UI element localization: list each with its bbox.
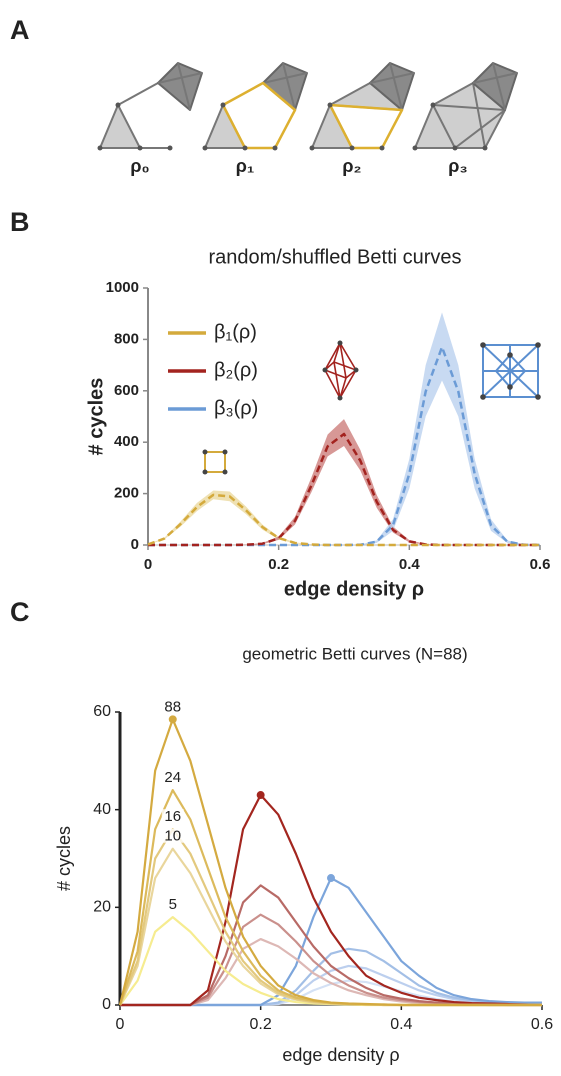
y-tick-label: 0 — [102, 996, 111, 1013]
x-tick-label: 0.2 — [250, 1016, 272, 1033]
curve-label: 16 — [164, 808, 181, 825]
panel-label: A — [10, 15, 30, 45]
y-tick-label: 400 — [114, 433, 139, 450]
y-tick-label: 40 — [93, 801, 111, 818]
series-line — [120, 876, 542, 1007]
y-tick-label: 600 — [114, 382, 139, 399]
octahedron-icon — [322, 340, 359, 401]
cross-polytope-icon — [480, 342, 541, 400]
complex-rho2 — [309, 62, 415, 151]
error-band — [148, 419, 540, 545]
error-band — [148, 312, 540, 545]
x-tick-label: 0.4 — [399, 556, 421, 573]
chart-title: random/shuffled Betti curves — [208, 246, 461, 268]
series-line — [120, 793, 543, 1007]
curve-label-bg — [161, 809, 184, 824]
curve-label: 5 — [169, 896, 177, 913]
series-line — [148, 432, 540, 547]
chart-title: geometric Betti curves (N=88) — [242, 644, 467, 663]
curve-label-bg — [161, 699, 184, 714]
x-tick-label: 0.4 — [390, 1016, 412, 1033]
legend-label: β₂(ρ) — [214, 359, 258, 381]
filtration-label: ρ₂ — [342, 156, 361, 176]
x-tick-label: 0 — [116, 1016, 125, 1033]
series-line — [120, 913, 542, 1007]
panel-label: B — [10, 207, 30, 237]
x-tick-label: 0 — [144, 556, 152, 573]
y-tick-label: 60 — [93, 703, 111, 720]
y-tick-label: 1000 — [106, 279, 139, 296]
series-line — [147, 493, 540, 547]
legend-label: β₁(ρ) — [214, 321, 257, 343]
y-axis-label: # cycles — [85, 378, 107, 456]
y-tick-label: 800 — [114, 330, 139, 347]
curve-label: 10 — [164, 828, 181, 845]
curve-label: 24 — [164, 769, 181, 786]
complex-rho3 — [412, 62, 518, 151]
complex-rho0 — [97, 62, 203, 151]
series-line — [118, 718, 542, 1007]
curve-label-bg — [161, 828, 184, 843]
curve-label-bg — [161, 770, 184, 785]
legend-label: β₃(ρ) — [214, 397, 258, 419]
series-line — [118, 828, 542, 1007]
x-tick-label: 0.2 — [268, 556, 289, 573]
square-icon — [202, 449, 228, 475]
y-axis-label: # cycles — [54, 826, 74, 891]
filtration-label: ρ₀ — [130, 156, 149, 176]
peak-marker — [256, 791, 265, 800]
x-axis-label: edge density ρ — [284, 578, 424, 600]
y-tick-label: 200 — [114, 485, 139, 502]
curve-label: 88 — [164, 698, 181, 715]
y-tick-label: 0 — [131, 536, 139, 553]
curve-label-bg — [161, 897, 184, 912]
x-axis-label: edge density ρ — [282, 1045, 399, 1065]
panel-label: C — [10, 597, 30, 627]
filtration-label: ρ₃ — [448, 156, 467, 176]
y-tick-label: 20 — [93, 899, 111, 916]
complex-rho1 — [202, 62, 308, 151]
peak-marker — [327, 874, 335, 883]
filtration-label: ρ₁ — [236, 156, 255, 176]
peak-marker — [168, 715, 177, 724]
x-tick-label: 0.6 — [530, 556, 551, 573]
x-tick-label: 0.6 — [531, 1016, 553, 1033]
